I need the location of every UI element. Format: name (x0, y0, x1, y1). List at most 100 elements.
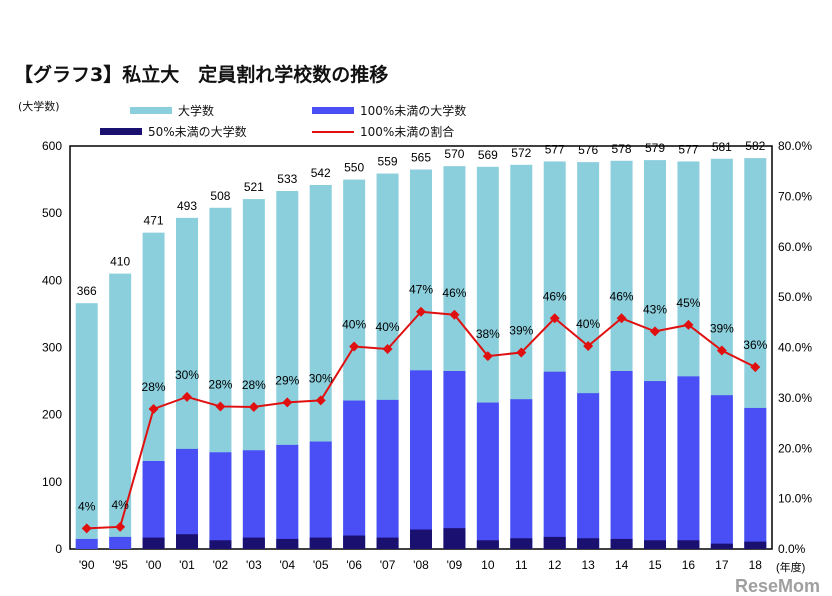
total-data-label: 570 (444, 147, 464, 161)
legend-under100: 100%未満の大学数 (312, 102, 466, 119)
bar-under100 (610, 371, 633, 549)
ratio-point (549, 313, 560, 324)
legend-swatch (130, 107, 172, 114)
ratio-point (616, 313, 627, 324)
x-tick-label: 10 (481, 558, 495, 572)
bar-under50 (510, 538, 533, 549)
ratio-data-label: 28% (142, 380, 166, 394)
x-tick-label: 16 (682, 558, 696, 572)
bar-total (109, 273, 132, 549)
y2-tick-label: 80.0% (778, 139, 812, 153)
x-tick-label: '09 (447, 558, 463, 572)
y-tick-label: 300 (42, 341, 62, 355)
legend-swatch (312, 107, 354, 114)
ratio-data-label: 39% (509, 324, 533, 338)
ratio-data-label: 40% (576, 317, 600, 331)
legend-ratio: 100%未満の割合 (312, 123, 454, 140)
legend-label: 大学数 (178, 104, 215, 118)
bar-under100 (543, 371, 566, 549)
watermark-logo: ReseMom (734, 576, 820, 596)
x-tick-label: '00 (146, 558, 162, 572)
total-data-label: 576 (578, 143, 598, 157)
x-tick-label: '06 (346, 558, 362, 572)
x-tick-label: '02 (213, 558, 229, 572)
bar-under100 (677, 376, 700, 549)
ratio-point (750, 362, 761, 373)
bar-under100 (410, 370, 432, 549)
total-data-label: 533 (277, 172, 297, 186)
ratio-data-label: 36% (743, 338, 767, 352)
bar-under100 (710, 395, 733, 549)
ratio-point (482, 351, 493, 362)
legend-under50: 50%未満の大学数 (100, 123, 247, 140)
total-data-label: 565 (411, 151, 431, 165)
x-tick-label: '95 (112, 558, 128, 572)
ratio-point (683, 319, 694, 330)
ratio-data-label: 4% (78, 499, 96, 513)
ratio-point (382, 344, 393, 355)
y-tick-label: 100 (42, 475, 62, 489)
ratio-point (716, 345, 727, 356)
x-tick-label: 12 (548, 558, 562, 572)
legend-total: 大学数 (130, 102, 214, 119)
y2-tick-label: 10.0% (778, 492, 812, 506)
legend-swatch (100, 128, 142, 135)
y-tick-label: 500 (42, 206, 62, 220)
ratio-data-label: 4% (111, 498, 129, 512)
ratio-point (315, 395, 326, 406)
ratio-data-label: 39% (710, 322, 734, 336)
bar-under100 (476, 402, 499, 549)
y-axis-label: (大学数) (18, 100, 60, 113)
x-tick-label: '04 (279, 558, 295, 572)
bar-total (75, 303, 98, 549)
bar-under100 (75, 538, 98, 549)
y2-tick-label: 70.0% (778, 189, 812, 203)
ratio-data-label: 46% (610, 289, 634, 303)
ratio-point (583, 340, 594, 351)
y-tick-label: 600 (42, 139, 62, 153)
x-tick-label: '03 (246, 558, 262, 572)
bar-under100 (109, 536, 132, 549)
ratio-point (349, 341, 360, 352)
ratio-data-label: 30% (175, 368, 199, 382)
y2-tick-label: 0.0% (778, 542, 806, 556)
ratio-data-label: 45% (676, 296, 700, 310)
x-tick-label: 15 (648, 558, 662, 572)
legend-label: 100%未満の大学数 (360, 104, 467, 118)
total-data-label: 410 (110, 255, 130, 269)
ratio-data-label: 47% (409, 283, 433, 297)
bar-under50 (242, 537, 265, 549)
total-data-label: 471 (144, 214, 164, 228)
bar-under50 (577, 538, 600, 549)
bar-under100 (510, 399, 533, 549)
ratio-point (81, 523, 92, 534)
bar-under50 (744, 541, 767, 549)
x-tick-label: 13 (581, 558, 595, 572)
legend-label: 50%未満の大学数 (148, 125, 247, 139)
ratio-data-label: 43% (643, 302, 667, 316)
bar-under100 (644, 381, 666, 549)
ratio-point (148, 403, 159, 414)
x-tick-label: 17 (715, 558, 729, 572)
legend-swatch (312, 130, 354, 133)
bar-under50 (610, 538, 633, 549)
total-data-label: 550 (344, 161, 364, 175)
y2-tick-label: 50.0% (778, 290, 812, 304)
ratio-data-label: 46% (442, 286, 466, 300)
total-data-label: 521 (244, 180, 264, 194)
bar-under50 (343, 535, 366, 549)
bar-under50 (276, 538, 299, 549)
x-tick-label: '90 (79, 558, 95, 572)
bar-under100 (744, 407, 767, 549)
total-data-label: 581 (712, 140, 732, 154)
total-data-label: 577 (678, 142, 698, 156)
chart-title: 【グラフ3】私立大 定員割れ学校数の推移 (14, 64, 389, 86)
total-data-label: 582 (745, 139, 765, 153)
ratio-point (282, 397, 293, 408)
y-tick-label: 0 (55, 542, 62, 556)
ratio-data-label: 40% (376, 320, 400, 334)
ratio-data-label: 30% (309, 371, 333, 385)
x-tick-label: 11 (515, 558, 528, 572)
y-tick-label: 400 (42, 273, 62, 287)
bar-under50 (543, 536, 566, 549)
